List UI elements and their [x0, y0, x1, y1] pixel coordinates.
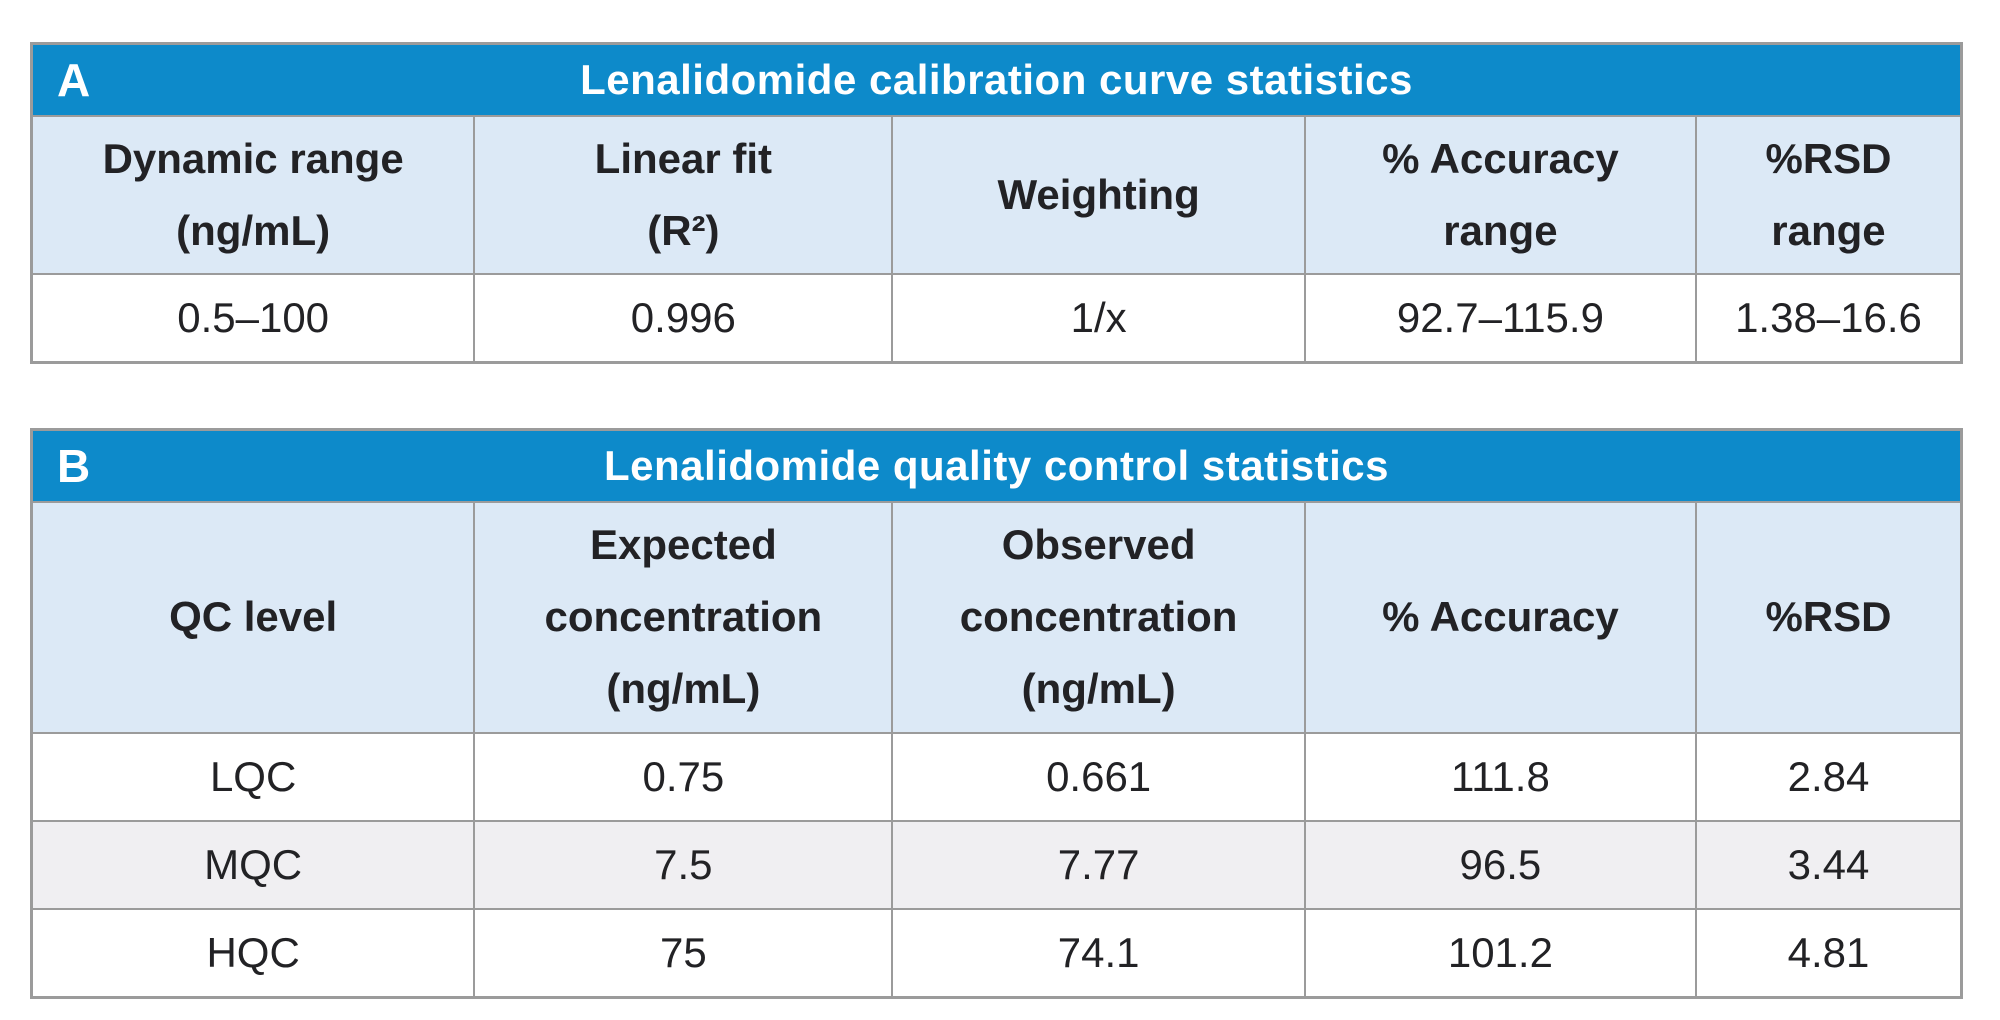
- cell-observed-concentration: 74.1: [891, 907, 1306, 997]
- cell-rsd: 3.44: [1694, 819, 1962, 910]
- column-header-accuracy: % Accuracy: [1303, 502, 1697, 734]
- qc-row-mqc: MQC 7.5 7.77 96.5 3.44: [31, 819, 1962, 910]
- calibration-header-row: Dynamic range (ng/mL) Linear fit (R²) We…: [31, 115, 1962, 276]
- cell-qc-level: MQC: [31, 819, 476, 910]
- qc-row-lqc: LQC 0.75 0.661 111.8 2.84: [31, 731, 1962, 822]
- column-header-qc-level: QC level: [31, 502, 476, 734]
- panel-label-b: B: [57, 440, 91, 492]
- column-header-rsd-range: %RSD range: [1694, 115, 1962, 276]
- qc-data-table: QC level Expected concentration (ng/mL) …: [31, 502, 1962, 997]
- cell-weighting: 1/x: [891, 273, 1306, 363]
- cell-linear-fit: 0.996: [473, 273, 894, 363]
- qc-table-title: Lenalidomide quality control statistics: [604, 442, 1389, 489]
- column-header-linear-fit: Linear fit (R²): [473, 115, 894, 276]
- qc-title-bar: B Lenalidomide quality control statistic…: [33, 431, 1960, 503]
- column-header-expected-concentration: Expected concentration (ng/mL): [473, 502, 894, 734]
- cell-accuracy: 96.5: [1303, 819, 1697, 910]
- cell-observed-concentration: 7.77: [891, 819, 1306, 910]
- cell-accuracy: 111.8: [1303, 731, 1697, 822]
- column-header-observed-concentration: Observed concentration (ng/mL): [891, 502, 1306, 734]
- cell-accuracy-range: 92.7–115.9: [1303, 273, 1697, 363]
- column-header-accuracy-range: % Accuracy range: [1303, 115, 1697, 276]
- cell-qc-level: HQC: [31, 907, 476, 997]
- cell-qc-level: LQC: [31, 731, 476, 822]
- calibration-data-table: Dynamic range (ng/mL) Linear fit (R²) We…: [31, 115, 1962, 363]
- cell-dynamic-range: 0.5–100: [31, 273, 476, 363]
- column-header-weighting: Weighting: [891, 115, 1306, 276]
- cell-expected-concentration: 75: [473, 907, 894, 997]
- calibration-table-panel: A Lenalidomide calibration curve statist…: [30, 42, 1963, 365]
- qc-row-hqc: HQC 75 74.1 101.2 4.81: [31, 907, 1962, 997]
- cell-expected-concentration: 0.75: [473, 731, 894, 822]
- cell-rsd: 4.81: [1694, 907, 1962, 997]
- calibration-data-row: 0.5–100 0.996 1/x 92.7–115.9 1.38–16.6: [31, 273, 1962, 363]
- column-header-dynamic-range: Dynamic range (ng/mL): [31, 115, 476, 276]
- calibration-table-title: Lenalidomide calibration curve statistic…: [580, 56, 1413, 103]
- calibration-title-bar: A Lenalidomide calibration curve statist…: [33, 45, 1960, 117]
- qc-header-row: QC level Expected concentration (ng/mL) …: [31, 502, 1962, 734]
- cell-accuracy: 101.2: [1303, 907, 1697, 997]
- column-header-rsd: %RSD: [1694, 502, 1962, 734]
- cell-expected-concentration: 7.5: [473, 819, 894, 910]
- cell-rsd: 2.84: [1694, 731, 1962, 822]
- cell-observed-concentration: 0.661: [891, 731, 1306, 822]
- qc-table-panel: B Lenalidomide quality control statistic…: [30, 428, 1963, 999]
- cell-rsd-range: 1.38–16.6: [1694, 273, 1962, 363]
- panel-label-a: A: [57, 54, 91, 106]
